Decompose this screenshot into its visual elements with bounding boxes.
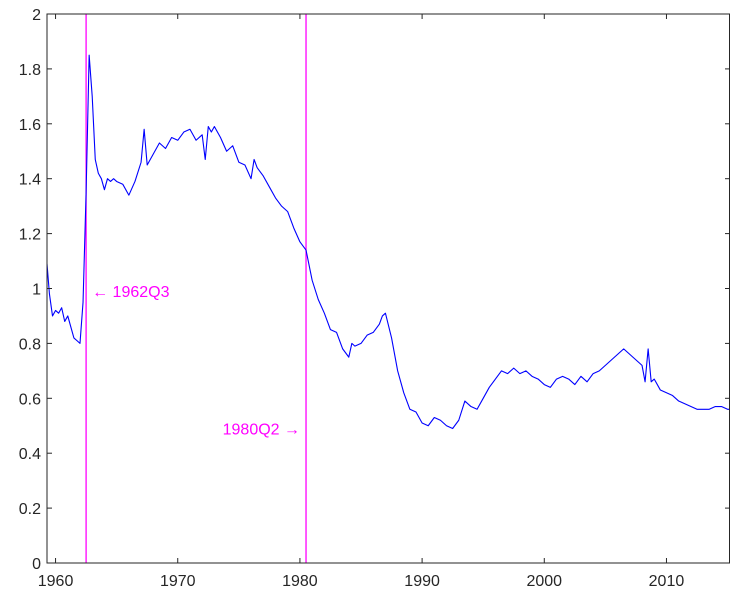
x-axis: 1960 1970 1980 1990 2000 2010 xyxy=(38,14,685,590)
x-tick-label: 1960 xyxy=(38,573,74,590)
x-tick-label: 2000 xyxy=(526,573,562,590)
y-tick-label: 1.2 xyxy=(19,227,41,244)
y-tick-label: 0 xyxy=(32,556,41,573)
y-tick-label: 0.6 xyxy=(19,391,41,408)
x-tick-label: 1970 xyxy=(160,573,196,590)
y-tick-label: 2 xyxy=(32,7,41,24)
x-tick-label: 2010 xyxy=(649,573,685,590)
y-tick-label: 1.8 xyxy=(19,62,41,79)
x-tick-label: 1980 xyxy=(282,573,318,590)
y-axis: 0 0.2 0.4 0.6 0.8 1 1.2 1.4 1.6 1.8 2 xyxy=(19,7,730,573)
y-tick-label: 1.6 xyxy=(19,117,41,134)
y-tick-label: 1 xyxy=(32,282,41,299)
y-tick-label: 0.4 xyxy=(19,446,41,463)
annotation-label-1: 1980Q2 → xyxy=(223,421,300,438)
annotation-lines xyxy=(85,14,307,563)
y-tick-label: 0.2 xyxy=(19,501,41,518)
series-layer xyxy=(46,54,730,430)
annotations: ← 1962Q3 1980Q2 → xyxy=(92,284,300,438)
annotation-label-0: ← 1962Q3 xyxy=(92,284,169,301)
x-tick-label: 1990 xyxy=(404,573,440,590)
y-tick-label: 1.4 xyxy=(19,172,41,189)
y-tick-label: 0.8 xyxy=(19,336,41,353)
series-line-0 xyxy=(46,54,730,430)
